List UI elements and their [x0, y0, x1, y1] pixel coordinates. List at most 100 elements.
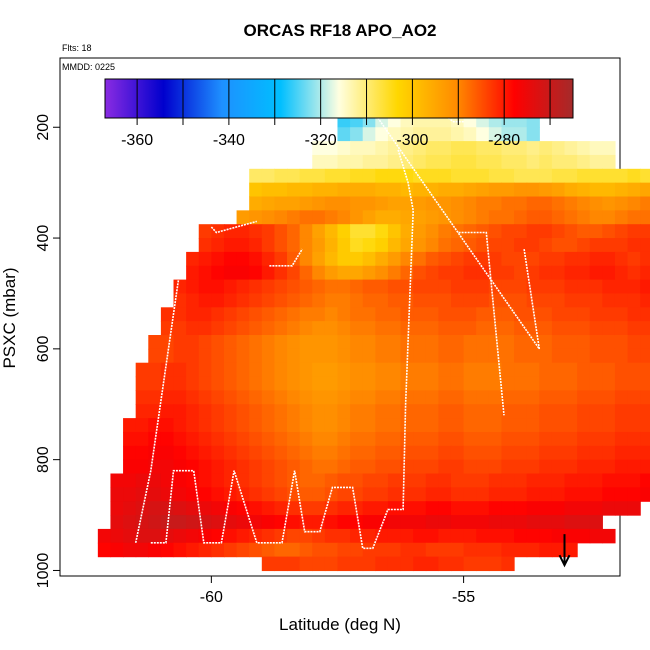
heatmap-cell [551, 515, 566, 530]
heatmap-cell [387, 196, 402, 211]
heatmap-cell [400, 542, 414, 558]
heatmap-cell [627, 473, 641, 488]
date-annotation: MMDD: 0225 [62, 62, 115, 72]
heatmap-cell [539, 154, 553, 170]
colorbar-ticks: -360 -340 -320 -300 -280 [121, 79, 551, 149]
heatmap-cell [362, 335, 376, 350]
heatmap-cell [450, 445, 465, 461]
heatmap-cell [438, 487, 452, 502]
heatmap-cell [463, 238, 477, 253]
heatmap-cell [337, 390, 351, 405]
heatmap-cell [640, 307, 650, 322]
heatmap-cell [299, 210, 313, 225]
heatmap-cell [425, 459, 439, 475]
heatmap-cell [223, 238, 238, 253]
heatmap-cell [539, 238, 553, 253]
heatmap-cell [312, 431, 326, 447]
heatmap-cell [211, 293, 225, 308]
heatmap-cell [362, 348, 376, 364]
heatmap-cell [261, 528, 276, 544]
heatmap-cell [135, 390, 149, 405]
y-axis: 200 400 600 800 1000 [35, 114, 60, 588]
heatmap-cell [274, 515, 288, 530]
heatmap-cell [514, 418, 528, 433]
heatmap-cell [249, 279, 263, 295]
heatmap-cell [501, 251, 515, 267]
heatmap-cell [236, 390, 250, 405]
heatmap-cell [564, 487, 578, 502]
heatmap-cell [312, 182, 326, 198]
heatmap-cell [551, 404, 566, 419]
heatmap-cell [173, 473, 187, 488]
heatmap-cell [223, 390, 238, 405]
heatmap-cell [387, 390, 402, 405]
heatmap-cell [514, 487, 528, 502]
heatmap-cell [539, 196, 553, 211]
heatmap-cell [387, 265, 402, 281]
heatmap-cell [249, 168, 263, 184]
heatmap-cell [602, 404, 616, 419]
heatmap-cell [375, 168, 389, 184]
heatmap-cell [223, 404, 238, 419]
heatmap-cell [463, 459, 477, 475]
heatmap-cell [223, 224, 238, 239]
heatmap-cell [488, 556, 503, 572]
heatmap-cell [387, 251, 402, 267]
heatmap-cell [577, 279, 591, 295]
heatmap-cell [261, 348, 276, 364]
heatmap-cell [337, 404, 351, 419]
heatmap-cell [564, 528, 578, 544]
heatmap-cell [198, 542, 212, 558]
heatmap-cell [287, 542, 301, 558]
heatmap-cell [375, 515, 389, 530]
heatmap-cell [577, 168, 591, 184]
heatmap-cell [577, 182, 591, 198]
heatmap-cell [362, 487, 376, 502]
heatmap-cell [589, 515, 603, 530]
heatmap-cell [261, 307, 276, 322]
heatmap-cell [589, 154, 603, 170]
heatmap-cell [299, 251, 313, 267]
heatmap-cell [526, 154, 540, 170]
heatmap-cell [135, 445, 149, 461]
heatmap-cell [173, 501, 187, 516]
heatmap-cell [362, 251, 376, 267]
heatmap-cell [261, 459, 276, 475]
heatmap-cell [438, 224, 452, 239]
heatmap-cell [160, 404, 175, 419]
heatmap-cell [488, 376, 503, 392]
heatmap-cell [249, 251, 263, 267]
heatmap-cell [425, 279, 439, 295]
heatmap-cell [299, 335, 313, 350]
heatmap-cell [324, 154, 339, 170]
heatmap-cell [375, 196, 389, 211]
heatmap-cell [488, 487, 503, 502]
heatmap-cell [476, 141, 490, 156]
heatmap-cell [551, 238, 566, 253]
heatmap-cell [337, 542, 351, 558]
heatmap-cell [350, 542, 364, 558]
heatmap-cell [110, 528, 124, 544]
heatmap-cell [236, 348, 250, 364]
heatmap-cell [350, 445, 364, 461]
heatmap-cell [299, 445, 313, 461]
heatmap-cell [577, 251, 591, 267]
heatmap-cell [236, 376, 250, 392]
heatmap-cell [413, 556, 427, 572]
heatmap-cell [577, 418, 591, 433]
heatmap-cell [312, 362, 326, 378]
heatmap-cell [274, 238, 288, 253]
heatmap-cell [488, 251, 503, 267]
heatmap-cell [236, 335, 250, 350]
heatmap-cell [488, 141, 503, 156]
heatmap-cell [324, 335, 339, 350]
heatmap-cell [287, 168, 301, 184]
heatmap-cell [261, 279, 276, 295]
heatmap-cell [551, 251, 566, 267]
heatmap-cell [463, 168, 477, 184]
heatmap-cell [564, 251, 578, 267]
heatmap-cell [463, 210, 477, 225]
heatmap-cell [223, 307, 238, 322]
heatmap-cell [614, 182, 629, 198]
heatmap-cell [274, 418, 288, 433]
